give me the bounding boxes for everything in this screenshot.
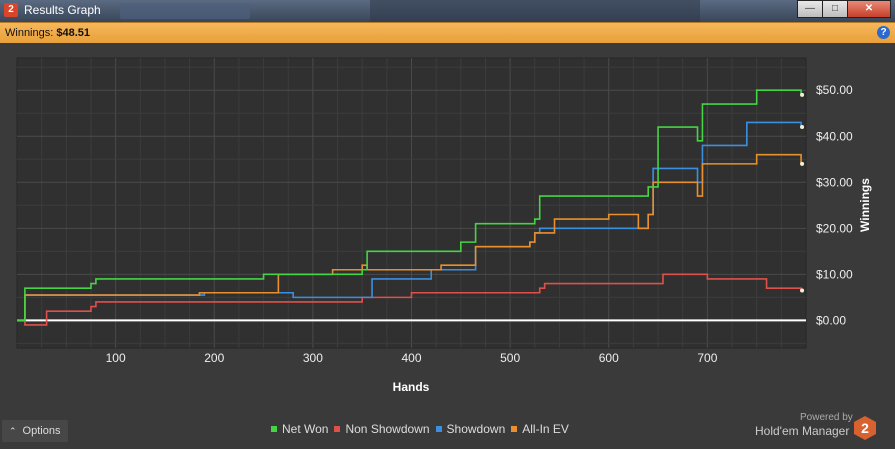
- series-end-point: [800, 288, 805, 293]
- legend-swatch: [271, 426, 277, 432]
- series-line-non-showdown: [17, 273, 802, 326]
- holdem-manager-logo-icon: 2: [854, 416, 876, 440]
- app-logo-icon: 2: [4, 3, 18, 17]
- window-controls: — □ ✕: [797, 0, 891, 18]
- x-tick-label: 300: [303, 351, 323, 365]
- winnings-label: Winnings:: [5, 27, 54, 39]
- winnings-value: $48.51: [56, 27, 91, 39]
- series-end-point: [800, 161, 805, 166]
- chart-legend: Net Won Non Showdown Showdown All-In EV: [271, 422, 575, 436]
- legend-item-showdown: Showdown: [435, 422, 506, 436]
- powered-by-text: Powered by: [800, 412, 853, 423]
- y-tick-label: $10.00: [816, 267, 853, 281]
- product-name: Hold'em Manager: [755, 424, 850, 438]
- y-tick-label: $50.00: [816, 83, 853, 97]
- x-tick-label: 700: [697, 351, 717, 365]
- chevron-up-icon: ⌃: [9, 426, 17, 436]
- close-button[interactable]: ✕: [847, 0, 891, 18]
- series-end-point: [800, 92, 805, 97]
- legend-label: Net Won: [282, 422, 329, 436]
- legend-swatch: [435, 426, 442, 432]
- x-tick-label: 400: [401, 351, 421, 365]
- y-tick-label: $30.00: [816, 175, 853, 189]
- series-line-net-won: [17, 89, 802, 322]
- x-tick-label: 500: [500, 351, 520, 365]
- title-bar: 2 Results Graph — □ ✕: [0, 0, 895, 22]
- legend-swatch: [511, 426, 518, 432]
- background-window-strip: [370, 0, 700, 22]
- legend-label: All-In EV: [522, 422, 569, 436]
- options-button[interactable]: ⌃ Options: [2, 420, 68, 442]
- logo-digit: 2: [861, 420, 869, 436]
- series-lines: [17, 89, 805, 326]
- y-tick-label: $40.00: [816, 129, 853, 143]
- winnings-bar: Winnings: $48.51 ?: [0, 22, 895, 44]
- legend-swatch: [334, 426, 341, 432]
- x-tick-label: 200: [204, 351, 224, 365]
- x-tick-label: 600: [599, 351, 619, 365]
- series-end-point: [800, 125, 805, 130]
- legend-item-net-won: Net Won: [271, 422, 328, 436]
- y-tick-label: $20.00: [816, 221, 853, 235]
- winnings-summary: Winnings: $48.51: [5, 27, 90, 39]
- x-axis-label: Hands: [393, 380, 430, 394]
- legend-item-non-showdown: Non Showdown: [334, 422, 430, 436]
- y-axis-label: Winnings: [858, 178, 872, 232]
- legend-label: Showdown: [446, 422, 506, 436]
- options-label: Options: [22, 425, 61, 437]
- background-window-strip: [120, 3, 250, 19]
- maximize-button[interactable]: □: [822, 0, 848, 18]
- tick-labels: 100 200 300 400 500 600 700 $0.00 $10.00 $20.00 $3…: [106, 83, 853, 365]
- help-icon[interactable]: ?: [877, 26, 890, 39]
- window-title: Results Graph: [24, 3, 101, 17]
- y-tick-label: $0.00: [816, 313, 846, 327]
- legend-item-all-in-ev: All-In EV: [511, 422, 569, 436]
- legend-label: Non Showdown: [345, 422, 430, 436]
- series-line-all-in-ev: [17, 153, 802, 322]
- x-tick-label: 100: [106, 351, 126, 365]
